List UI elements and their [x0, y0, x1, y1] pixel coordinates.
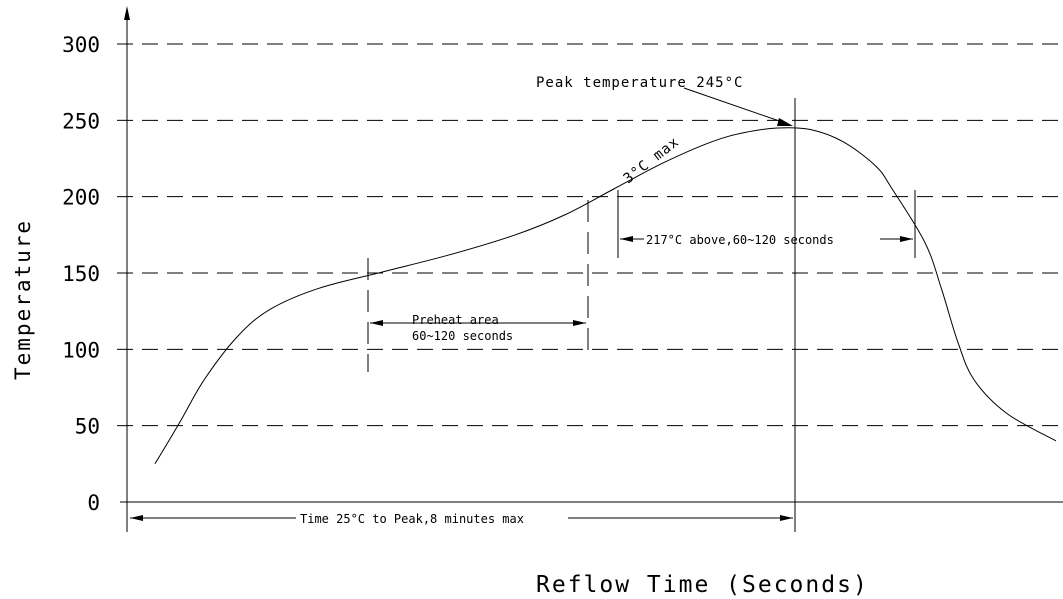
- peak-leader-line: [683, 87, 789, 125]
- y-tick-250: 250: [62, 109, 100, 133]
- y-tick-labels: 0 50 100 150 200 250 300: [62, 33, 100, 515]
- y-axis-label: Temperature: [11, 219, 35, 380]
- y-tick-50: 50: [75, 415, 100, 439]
- gridlines: [117, 43, 1063, 427]
- peak-temperature-label: Peak temperature 245°C: [536, 75, 743, 91]
- preheat-arrowhead-right: [573, 320, 586, 326]
- peak-leader-arrowhead: [777, 118, 793, 126]
- y-tick-0: 0: [87, 491, 100, 515]
- preheat-label-1: Preheat area: [412, 313, 499, 327]
- above217-arrowhead-left: [620, 236, 633, 242]
- y-tick-100: 100: [62, 338, 100, 362]
- y-axis-arrow: [124, 6, 130, 20]
- y-tick-300: 300: [62, 33, 100, 57]
- x-axis-label: Reflow Time (Seconds): [536, 572, 869, 598]
- time-to-peak-arrowhead-left: [130, 515, 143, 521]
- time-to-peak-label: Time 25°C to Peak,8 minutes max: [300, 512, 524, 526]
- preheat-arrowhead-left: [370, 320, 383, 326]
- above217-arrowhead-right: [900, 236, 913, 242]
- ramp-rate-label: 3°C max: [621, 134, 683, 187]
- preheat-label-2: 60~120 seconds: [412, 329, 513, 343]
- series-line: [154, 127, 1057, 465]
- y-tick-200: 200: [62, 186, 100, 210]
- above217-label: 217°C above,60~120 seconds: [646, 233, 834, 247]
- time-to-peak-arrowhead-right: [780, 515, 793, 521]
- y-tick-150: 150: [62, 262, 100, 286]
